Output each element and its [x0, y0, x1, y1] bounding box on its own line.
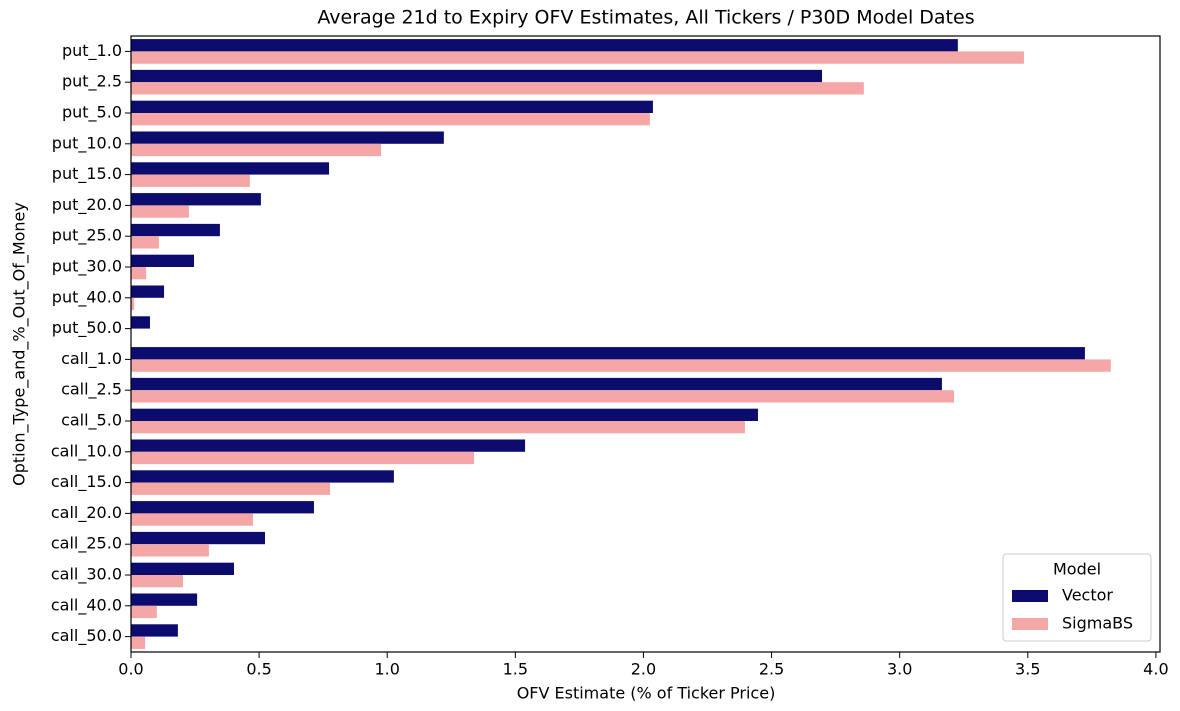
y-tick-label: call_2.5	[61, 380, 122, 400]
y-tick-label: put_15.0	[52, 164, 122, 184]
bar	[131, 223, 220, 237]
bar	[131, 501, 314, 514]
y-tick-label: call_1.0	[61, 349, 122, 369]
y-tick-label: call_30.0	[51, 565, 122, 585]
x-tick-label: 3.0	[887, 660, 912, 679]
x-axis-label: OFV Estimate (% of Ticker Price)	[517, 684, 776, 703]
bar	[131, 513, 253, 526]
bar	[131, 359, 1111, 372]
bar	[131, 451, 475, 465]
bar	[131, 377, 942, 391]
bar	[131, 205, 189, 218]
y-tick-label: put_10.0	[52, 133, 122, 153]
y-tick-label: put_25.0	[52, 226, 122, 246]
bar	[131, 408, 758, 421]
bar	[131, 593, 198, 606]
legend-label: SigmaBS	[1062, 614, 1133, 633]
chart-title: Average 21d to Expiry OFV Estimates, All…	[317, 7, 974, 29]
y-tick-label: put_1.0	[62, 41, 122, 61]
x-tick-label: 0.5	[246, 660, 271, 679]
bar	[131, 624, 178, 637]
bar	[131, 347, 1085, 360]
y-axis-label: Option_Type_and_%_Out_Of_Money	[10, 202, 30, 486]
bar	[131, 162, 330, 175]
y-tick-label: put_5.0	[62, 103, 122, 123]
x-tick-label: 1.5	[503, 660, 528, 679]
bar	[131, 236, 159, 249]
bar	[131, 531, 266, 545]
bar	[131, 100, 653, 113]
bar	[131, 316, 150, 329]
bar	[131, 39, 958, 52]
bar	[131, 562, 235, 575]
bar	[131, 131, 444, 144]
legend-swatch	[1012, 618, 1048, 630]
y-tick-label: put_20.0	[52, 195, 122, 215]
bar	[131, 113, 650, 126]
x-tick-label: 4.0	[1143, 660, 1168, 679]
y-tick-label: call_40.0	[51, 595, 122, 615]
bar	[131, 470, 394, 483]
bar	[131, 575, 184, 588]
bar	[131, 193, 261, 206]
bar	[131, 421, 745, 434]
bar	[131, 174, 250, 187]
x-tick-label: 2.0	[631, 660, 656, 679]
y-tick-label: put_30.0	[52, 257, 122, 277]
bar	[131, 636, 146, 649]
bar	[131, 390, 954, 403]
y-tick-label: put_2.5	[62, 72, 122, 92]
bar	[131, 267, 147, 280]
bar	[131, 51, 1024, 64]
y-tick-label: put_40.0	[52, 287, 122, 307]
bar	[131, 69, 823, 83]
y-tick-label: call_25.0	[51, 534, 122, 554]
bar	[131, 482, 331, 495]
y-tick-label: call_5.0	[61, 411, 122, 431]
y-tick-label: call_10.0	[51, 441, 122, 461]
bar	[131, 254, 195, 267]
bar	[131, 82, 864, 95]
x-tick-label: 3.5	[1015, 660, 1040, 679]
y-tick-label: put_50.0	[52, 318, 122, 338]
legend-swatch	[1012, 590, 1048, 602]
x-tick-label: 2.5	[759, 660, 784, 679]
x-tick-label: 0.0	[118, 660, 143, 679]
plot-frame	[130, 35, 1161, 653]
x-tick-label: 1.0	[374, 660, 399, 679]
bar	[131, 605, 157, 619]
y-tick-label: call_20.0	[51, 503, 122, 523]
bar	[131, 297, 135, 311]
legend-title: Model	[1053, 560, 1101, 579]
y-tick-label: call_50.0	[51, 626, 122, 646]
bar	[131, 143, 382, 157]
bar	[131, 544, 209, 557]
bar	[131, 285, 165, 298]
legend-label: Vector	[1062, 586, 1113, 605]
y-tick-label: call_15.0	[51, 472, 122, 492]
bar	[131, 439, 526, 452]
